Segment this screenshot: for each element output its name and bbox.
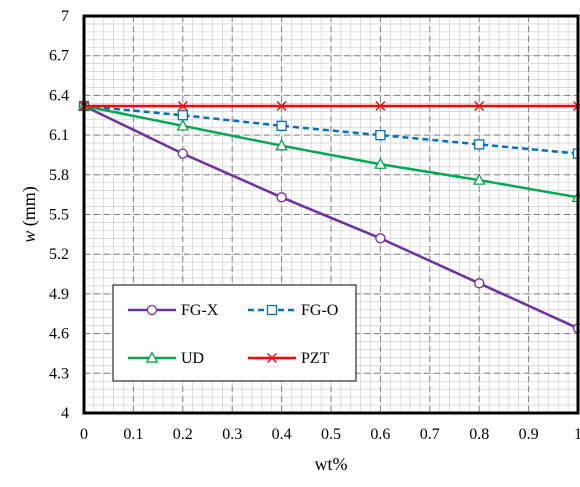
data-point-fg-o [376, 131, 385, 140]
y-axis-title: w (mm) [19, 186, 40, 243]
x-tick-labels: 0 0.1 0.2 0.3 0.4 0.5 0.6 0.7 0.8 0.9 1 [80, 426, 580, 443]
data-point-fg-o [475, 140, 484, 149]
y-tick-label: 6.4 [49, 87, 69, 104]
legend-marker-fg-o [268, 306, 277, 315]
series-pzt [80, 101, 580, 110]
data-point-fg-x [475, 279, 484, 288]
legend-label-pzt: PZT [301, 350, 330, 367]
x-tick-label: 0.1 [123, 426, 143, 443]
data-point-fg-x [277, 193, 286, 202]
y-axis-unit: (mm) [19, 186, 40, 231]
data-point-fg-x [178, 149, 187, 158]
y-axis-variable: w [19, 231, 39, 243]
legend: FG-X FG-O UD PZT [113, 285, 356, 381]
y-tick-label: 4.9 [49, 286, 69, 303]
y-tick-label: 4.3 [49, 365, 69, 382]
x-tick-label: 0.9 [519, 426, 539, 443]
x-tick-label: 1 [574, 426, 580, 443]
x-axis-title: wt% [315, 454, 348, 474]
y-tick-label: 5.8 [49, 167, 69, 184]
x-tick-label: 0.5 [321, 426, 341, 443]
y-tick-label: 5.2 [49, 246, 69, 263]
x-tick-label: 0.3 [222, 426, 242, 443]
data-point-fg-x [376, 234, 385, 243]
legend-marker-fg-x [148, 306, 157, 315]
x-tick-label: 0.6 [370, 426, 390, 443]
x-tick-label: 0.4 [272, 426, 292, 443]
y-tick-label: 4 [61, 405, 69, 422]
x-tick-label: 0.2 [173, 426, 193, 443]
y-tick-label: 7 [61, 8, 69, 25]
y-tick-label: 4.6 [49, 326, 69, 343]
x-tick-label: 0.8 [469, 426, 489, 443]
series-fg-o [80, 101, 580, 158]
x-tick-label: 0 [80, 426, 88, 443]
y-tick-label: 5.5 [49, 207, 69, 224]
y-tick-labels: 4 4.3 4.6 4.9 5.2 5.5 5.8 6.1 6.4 6.7 7 [49, 8, 69, 422]
x-tick-label: 0.7 [420, 426, 440, 443]
legend-label-fg-o: FG-O [301, 302, 338, 319]
y-tick-label: 6.7 [49, 48, 69, 65]
y-tick-label: 6.1 [49, 127, 69, 144]
data-point-fg-o [178, 111, 187, 120]
legend-label-fg-x: FG-X [181, 302, 219, 319]
data-point-fg-o [277, 121, 286, 130]
legend-label-ud: UD [181, 350, 204, 367]
